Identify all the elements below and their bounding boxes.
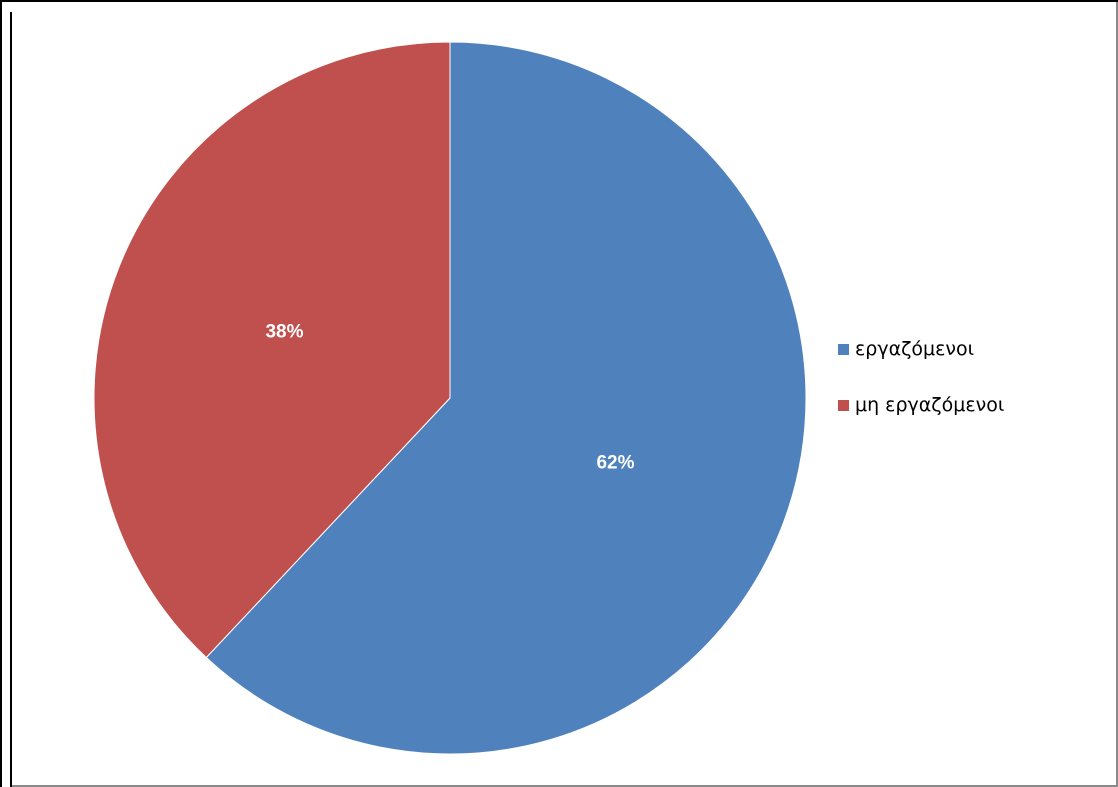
frame-inner-left-edge [10,12,12,787]
pie-slice-1 [93,41,451,659]
legend-label-0: εργαζόμενοι [855,338,975,360]
legend: εργαζόμενοι μη εργαζόμενοι [838,336,1004,448]
pie-slices [93,41,807,755]
pie-slice-0 [205,41,807,755]
legend-swatch-1 [838,399,849,411]
pie-data-labels: 62% 38% [265,321,634,473]
legend-label-1: μη εργαζόμενοι [855,394,1005,416]
legend-item-0: εργαζόμενοι [838,336,1004,362]
legend-item-1: μη εργαζόμενοι [838,392,1004,418]
frame-bottom-edge [12,785,1118,787]
data-label-0: 62% [596,453,634,474]
data-label-1: 38% [265,321,303,342]
frame-right-edge [1116,2,1118,787]
legend-swatch-0 [838,343,849,355]
